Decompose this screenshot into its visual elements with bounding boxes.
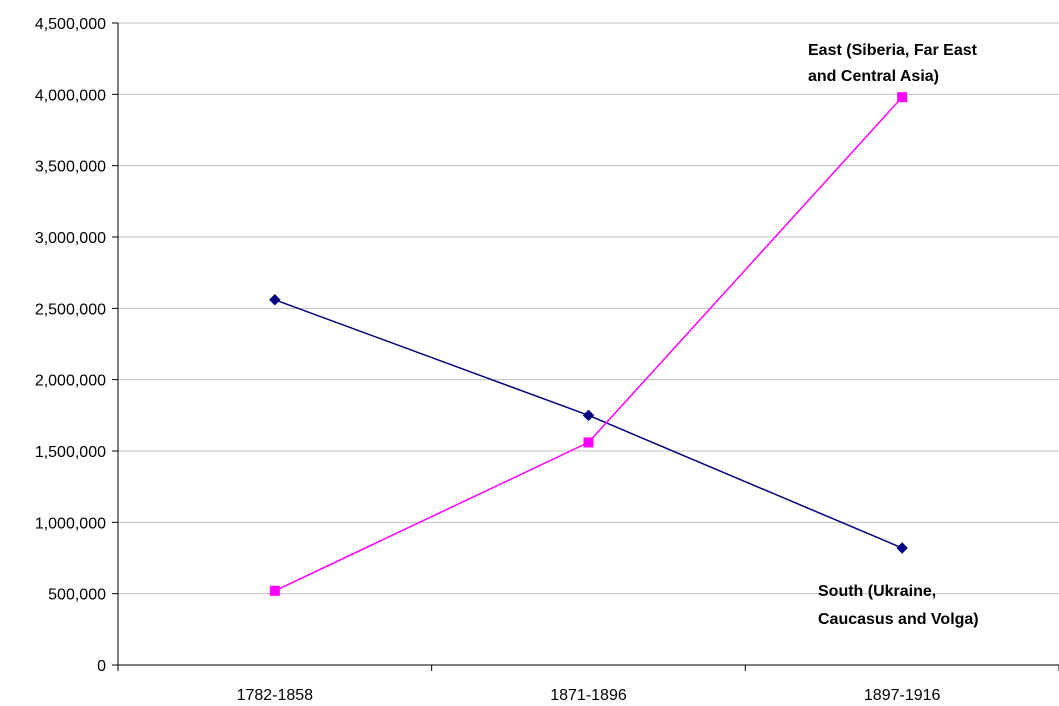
x-tick-label-0: 1782-1858 xyxy=(237,687,314,704)
marker-south-2 xyxy=(896,542,908,554)
marker-east-0 xyxy=(269,585,280,596)
marker-east-1 xyxy=(583,437,594,448)
marker-south-0 xyxy=(269,294,281,306)
y-tick-label-3: 1,500,000 xyxy=(35,444,106,461)
y-tick-label-7: 3,500,000 xyxy=(35,159,106,176)
x-axis-ticks: 1782-1858 1871-1896 1897-1916 xyxy=(117,665,1059,704)
series-label-south: South (Ukraine, Caucasus and Volga) xyxy=(818,583,979,628)
axes xyxy=(117,23,1059,666)
x-tick-label-1: 1871-1896 xyxy=(550,687,627,704)
series-label-east-line-2: and Central Asia) xyxy=(808,68,939,85)
series-label-south-line-1: South (Ukraine, xyxy=(818,583,936,600)
y-tick-label-5: 2,500,000 xyxy=(35,301,106,318)
y-tick-label-4: 2,000,000 xyxy=(35,373,106,390)
series-labels: East (Siberia, Far East and Central Asia… xyxy=(808,42,981,628)
marker-east-2 xyxy=(897,92,908,103)
series-label-east: East (Siberia, Far East and Central Asia… xyxy=(808,42,981,85)
series-line-south xyxy=(274,299,903,549)
grid-lines xyxy=(118,22,1059,595)
y-tick-label-2: 1,000,000 xyxy=(35,515,106,532)
series-lines xyxy=(274,96,903,592)
y-tick-label-9: 4,500,000 xyxy=(35,16,106,33)
y-tick-label-8: 4,000,000 xyxy=(35,87,106,104)
y-axis-ticks: 0 500,000 1,000,000 1,500,000 2,000,000 2,500… xyxy=(35,16,118,675)
series-line-east xyxy=(274,96,903,592)
series-markers xyxy=(269,92,908,596)
x-tick-label-2: 1897-1916 xyxy=(864,687,941,704)
y-tick-label-6: 3,000,000 xyxy=(35,230,106,247)
y-tick-label-1: 500,000 xyxy=(48,587,106,604)
series-label-south-line-2: Caucasus and Volga) xyxy=(818,611,979,628)
y-tick-label-0: 0 xyxy=(97,658,106,675)
series-label-east-line-1: East (Siberia, Far East xyxy=(808,42,978,59)
marker-south-1 xyxy=(582,409,595,422)
